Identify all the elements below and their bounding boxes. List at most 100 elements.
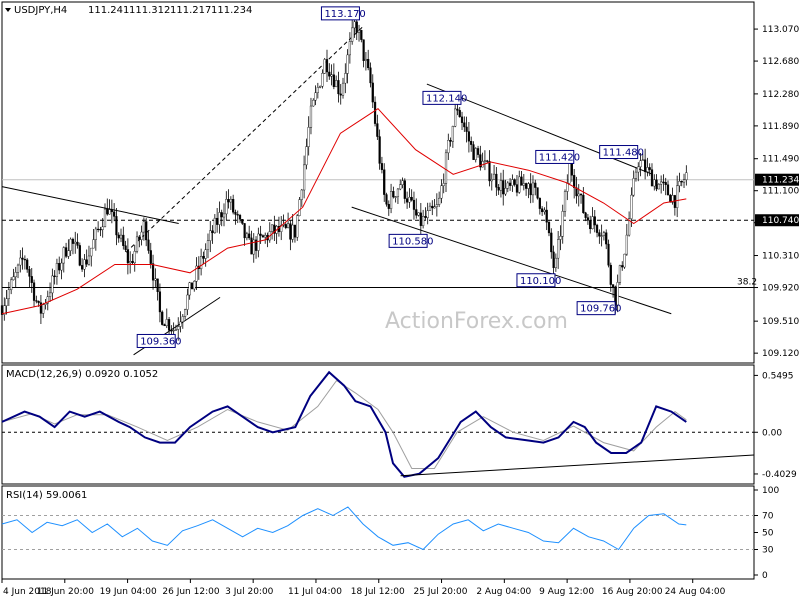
price-bar-body (172, 329, 175, 332)
price-bar-body (344, 73, 347, 84)
price-bar-body (227, 199, 230, 203)
price-bar-body (10, 279, 13, 291)
price-header-symbol: USDJPY,H4 (14, 5, 67, 16)
price-bar-body (32, 282, 36, 301)
price-bar-body (598, 232, 601, 237)
price-header-close: 111.234 (211, 5, 252, 16)
price-bar-body (280, 224, 283, 232)
price-bar-body (454, 108, 457, 127)
price-bar-body (167, 319, 171, 331)
price-bar-body (685, 172, 688, 180)
price-bar-body (204, 249, 207, 259)
pivot-label: 111.420 (539, 152, 580, 163)
x-tick-label: 3 Jul 20:00 (225, 587, 274, 597)
price-bar-body (385, 194, 388, 205)
price-bar-body (447, 140, 450, 154)
price-bar-body (23, 259, 26, 261)
price-bar-body (248, 233, 251, 239)
price-bar-body (39, 302, 43, 314)
price-bar-body (440, 185, 443, 199)
price-bar-body (552, 251, 555, 268)
price-ytick-label: 112.280 (762, 90, 799, 100)
price-bar-body (373, 101, 377, 124)
price-bar-body (300, 189, 303, 200)
price-bar-body (291, 224, 294, 240)
price-bar-body (206, 240, 210, 250)
price-bar-body (296, 215, 299, 238)
price-bar-body (335, 80, 338, 87)
price-bar-body (568, 161, 571, 184)
price-bar-body (316, 87, 319, 93)
price-bar-body (348, 41, 351, 56)
price-bar-body (431, 205, 434, 209)
price-bar-body (534, 182, 537, 188)
price-bar-body (463, 122, 466, 128)
macd-ytick-label: 0.5495 (762, 371, 794, 381)
price-bar-body (417, 212, 420, 216)
price-bar-body (392, 191, 395, 198)
price-bar-body (486, 160, 489, 162)
price-bar-body (351, 27, 354, 42)
x-tick-label: 11 Jun 20:00 (37, 587, 94, 597)
price-bar-body (444, 152, 448, 184)
price-bar-body (589, 220, 592, 230)
price-header-open: 111.241 (88, 5, 129, 16)
macd-ytick-label: -0.4029 (762, 470, 797, 480)
price-bar-body (518, 176, 521, 193)
collapse-arrow-icon[interactable] (5, 8, 11, 12)
price-bar-body (270, 224, 274, 232)
price-bar-body (145, 221, 148, 241)
price-bar-body (7, 289, 10, 299)
price-bar-body (58, 263, 61, 271)
price-bar-body (405, 198, 409, 203)
price-bar-body (591, 216, 594, 230)
price-bar-body (543, 209, 546, 213)
rsi-ytick-label: 70 (762, 512, 774, 522)
price-bar-body (412, 199, 416, 210)
price-bar-body (671, 195, 674, 203)
price-bar-body (593, 216, 596, 226)
price-bar-body (225, 199, 228, 215)
price-bar-body (628, 218, 631, 236)
price-bar-body (474, 148, 477, 160)
price-bar-body (12, 276, 15, 281)
price-bar-body (21, 257, 24, 260)
price-bar-body (476, 148, 480, 155)
price-bar-body (362, 39, 365, 61)
price-bar-body (78, 245, 81, 266)
pivot-label-box (535, 149, 575, 164)
price-bar-body (605, 232, 608, 245)
pivot-label: 111.480 (603, 148, 644, 159)
price-bar-body (236, 214, 239, 216)
macd-pane[interactable] (1, 364, 755, 485)
price-bar-body (69, 238, 72, 251)
pivot-label: 112.140 (426, 93, 467, 104)
price-bar-body (341, 82, 345, 96)
current-price-label: 111.234 (762, 176, 799, 186)
price-bar-body (460, 116, 464, 123)
price-bar-body (577, 193, 580, 197)
price-bar-body (451, 126, 454, 142)
x-tick-label: 25 Jul 20:00 (414, 587, 468, 597)
price-bar-body (108, 209, 111, 215)
price-bar-body (181, 316, 184, 323)
price-bar-body (621, 265, 624, 268)
price-bar-body (410, 196, 413, 201)
price-bar-body (401, 180, 404, 185)
trendline (125, 26, 364, 253)
price-bar-body (211, 230, 214, 234)
price-bar-body (479, 154, 482, 168)
price-bar-body (586, 217, 590, 221)
trendline (426, 83, 653, 175)
price-bar-body (117, 234, 120, 239)
rsi-pane[interactable] (1, 485, 755, 580)
price-bar-body (264, 234, 267, 238)
x-tick-label: 2 Aug 04:00 (476, 587, 531, 597)
price-pane[interactable] (1, 1, 755, 364)
price-bar-body (103, 208, 107, 228)
pivot-label: 113.170 (324, 9, 365, 20)
pivot-label-box (422, 90, 462, 105)
price-bar-body (303, 164, 306, 191)
pivot-label-box (320, 6, 360, 21)
price-bar-body (67, 250, 70, 257)
